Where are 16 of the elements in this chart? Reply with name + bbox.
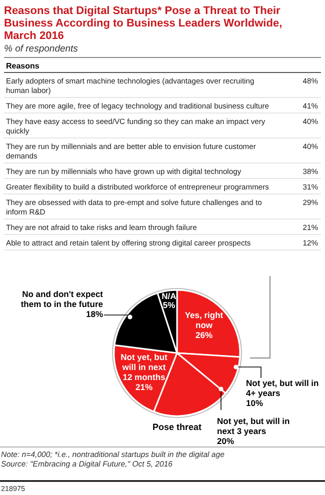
data-label: 26%: [195, 330, 213, 340]
slice-label: Yes, right now: [184, 310, 224, 330]
slice-label: No and don't expect them to in the future: [20, 289, 104, 309]
slice-label: Not yet, but will in 4+ years: [246, 378, 319, 398]
slice-label: Not yet, but will in next 12 months: [120, 352, 168, 382]
data-label: 20%: [217, 436, 234, 446]
text: Reasons: [6, 62, 40, 70]
data-label: 10%: [246, 398, 264, 408]
slice-label: Not yet, but will in next 3 years: [217, 416, 290, 436]
slice-label: N/A: [162, 291, 176, 301]
text: Reasons that Digital Startups* Pose a Threat to Their Business According to Business Leaders Worldwide, March 2016: [4, 5, 282, 42]
data-label: 21%: [135, 382, 153, 392]
data-label: 18%: [86, 309, 104, 319]
text: Pose threat: [152, 422, 202, 432]
text: % of respondents: [4, 44, 78, 54]
data-label: 5%: [162, 300, 176, 310]
